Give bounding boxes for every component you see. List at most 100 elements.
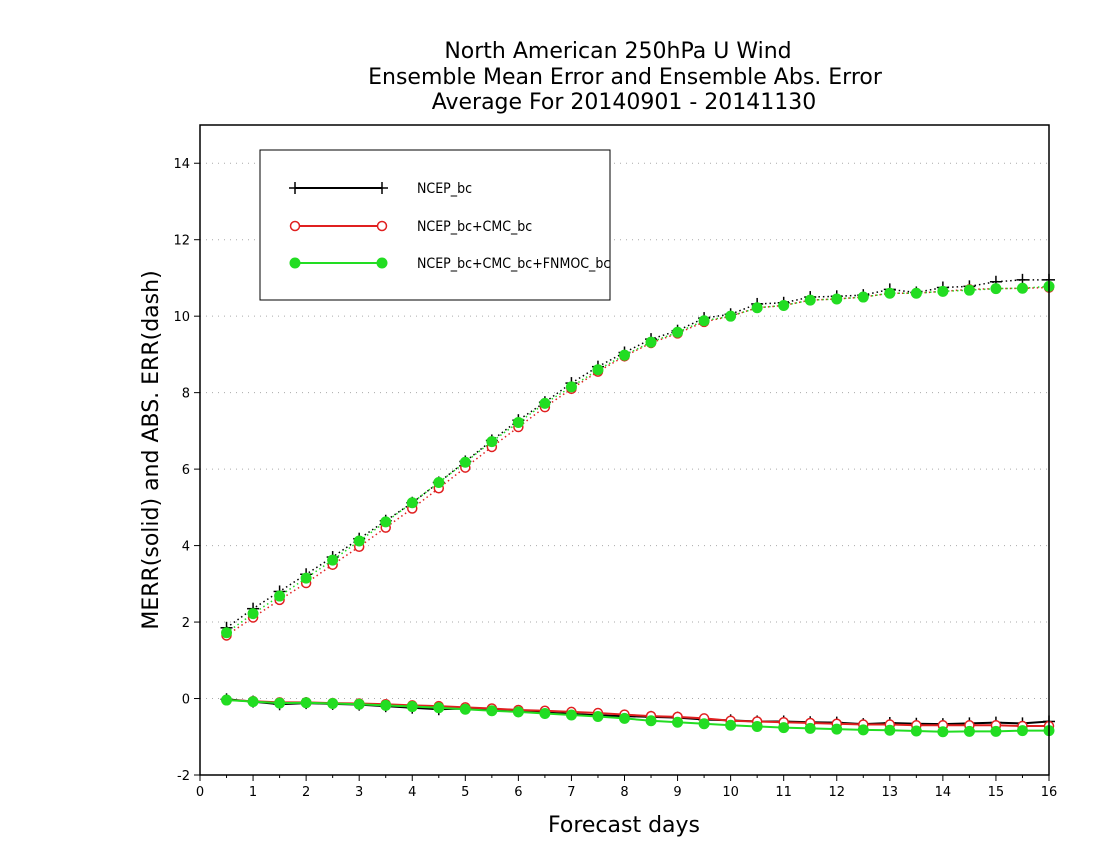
mean-err-point [725, 719, 737, 731]
abs-err-point [990, 283, 1002, 295]
title-line-1: North American 250hPa U Wind [444, 39, 791, 64]
abs-err-point [327, 554, 339, 566]
abs-err-point [592, 364, 604, 376]
mean-err-point [884, 724, 896, 736]
y-axis-label: MERR(solid) and ABS. ERR(dash) [139, 270, 164, 629]
mean-err-point [353, 698, 365, 710]
abs-err-point [619, 349, 630, 361]
mean-err-point [592, 711, 604, 722]
legend-label: NCEP_bc [417, 181, 472, 197]
mean-err-point [831, 723, 843, 735]
abs-err-point [353, 535, 365, 547]
abs-err-point [274, 590, 286, 602]
mean-err-point [990, 725, 1002, 737]
abs-err-point [804, 294, 816, 306]
mean-err-point [565, 709, 577, 721]
mean-err-point [380, 699, 392, 711]
y-tick-label: 0 [182, 693, 190, 708]
abs-err-line [226, 285, 1050, 634]
abs-err-point [778, 299, 790, 311]
y-tick-label: 8 [182, 387, 190, 402]
y-tick-label: 6 [182, 463, 190, 478]
legend-marker-left [289, 182, 301, 194]
legend-marker-right [376, 182, 388, 194]
mean-err-point [963, 725, 975, 737]
abs-err-point [247, 608, 259, 620]
legend-label: NCEP_bc+CMC_bc [417, 219, 532, 235]
x-tick-label: 3 [355, 785, 363, 800]
x-tick-label: 5 [461, 785, 469, 800]
mean-err-point [327, 698, 339, 709]
legend-marker-right [376, 257, 388, 269]
mean-err-point [804, 722, 816, 734]
mean-err-point [910, 725, 922, 737]
legend-marker-left [289, 257, 301, 269]
abs-err-point [725, 310, 737, 322]
abs-err-point [539, 397, 551, 409]
title-line-2: Ensemble Mean Error and Ensemble Abs. Er… [368, 65, 883, 90]
abs-err-line [226, 279, 1049, 629]
abs-err-line [226, 286, 1050, 637]
abs-err-point [380, 516, 392, 528]
series-3 [221, 280, 1055, 738]
abs-err-point [221, 627, 233, 639]
mean-err-point [300, 697, 312, 709]
legend-marker-right [376, 220, 388, 232]
mean-err-point [221, 694, 233, 706]
legend-marker-left [289, 220, 301, 232]
series-1 [220, 273, 1055, 731]
x-tick-label: 4 [408, 785, 416, 800]
y-tick-label: 10 [173, 310, 190, 325]
abs-err-point [751, 302, 763, 314]
x-tick-label: 9 [673, 785, 681, 800]
mean-err-point [672, 716, 684, 728]
x-tick-label: 16 [1041, 785, 1058, 800]
abs-err-point [300, 572, 312, 584]
y-tick-label: 14 [173, 157, 190, 172]
x-tick-label: 8 [620, 785, 628, 800]
mean-err-point [274, 697, 286, 709]
mean-err-point [539, 707, 551, 719]
x-tick-label: 2 [302, 785, 310, 800]
mean-err-point [486, 705, 498, 717]
y-tick-label: 2 [182, 616, 190, 631]
x-tick-label: 14 [935, 785, 952, 800]
mean-err-point [698, 718, 710, 730]
mean-err-point [857, 724, 869, 736]
y-tick-label: 4 [182, 540, 190, 555]
mean-err-point [247, 696, 259, 708]
mean-err-point [406, 701, 418, 713]
abs-err-point [565, 381, 577, 393]
abs-err-point [406, 497, 418, 509]
x-tick-label: 1 [249, 785, 257, 800]
y-tick-label: 12 [173, 234, 190, 249]
title-line-3: Average For 20140901 - 20141130 [432, 90, 817, 115]
chart-title: North American 250hPa U Wind Ensemble Me… [368, 39, 883, 115]
abs-err-point [910, 287, 922, 299]
abs-err-point [1016, 282, 1028, 294]
abs-err-point [672, 326, 684, 338]
mean-err-point [512, 706, 524, 718]
abs-err-point [512, 416, 524, 428]
x-tick-label: 7 [567, 785, 575, 800]
abs-err-point [698, 315, 710, 327]
mean-err-point [751, 720, 763, 732]
abs-err-point [857, 291, 869, 303]
legend: NCEP_bc NCEP_bc+CMC_bc NCEP_bc+CMC_bc+FNMO… [259, 149, 611, 301]
abs-err-point [937, 285, 949, 297]
mean-err-point [645, 715, 657, 727]
abs-err-point [963, 284, 975, 296]
series-2 [221, 282, 1055, 732]
abs-err-point [831, 293, 843, 305]
x-tick-label: 10 [722, 785, 739, 800]
x-axis-label: Forecast days [548, 813, 700, 838]
abs-err-point [884, 287, 896, 299]
mean-err-point [778, 722, 790, 734]
mean-err-point [1016, 725, 1028, 737]
mean-err-point [459, 703, 471, 715]
mean-err-point [433, 702, 445, 714]
x-tick-label: 13 [882, 785, 899, 800]
x-tick-label: 0 [196, 785, 204, 800]
